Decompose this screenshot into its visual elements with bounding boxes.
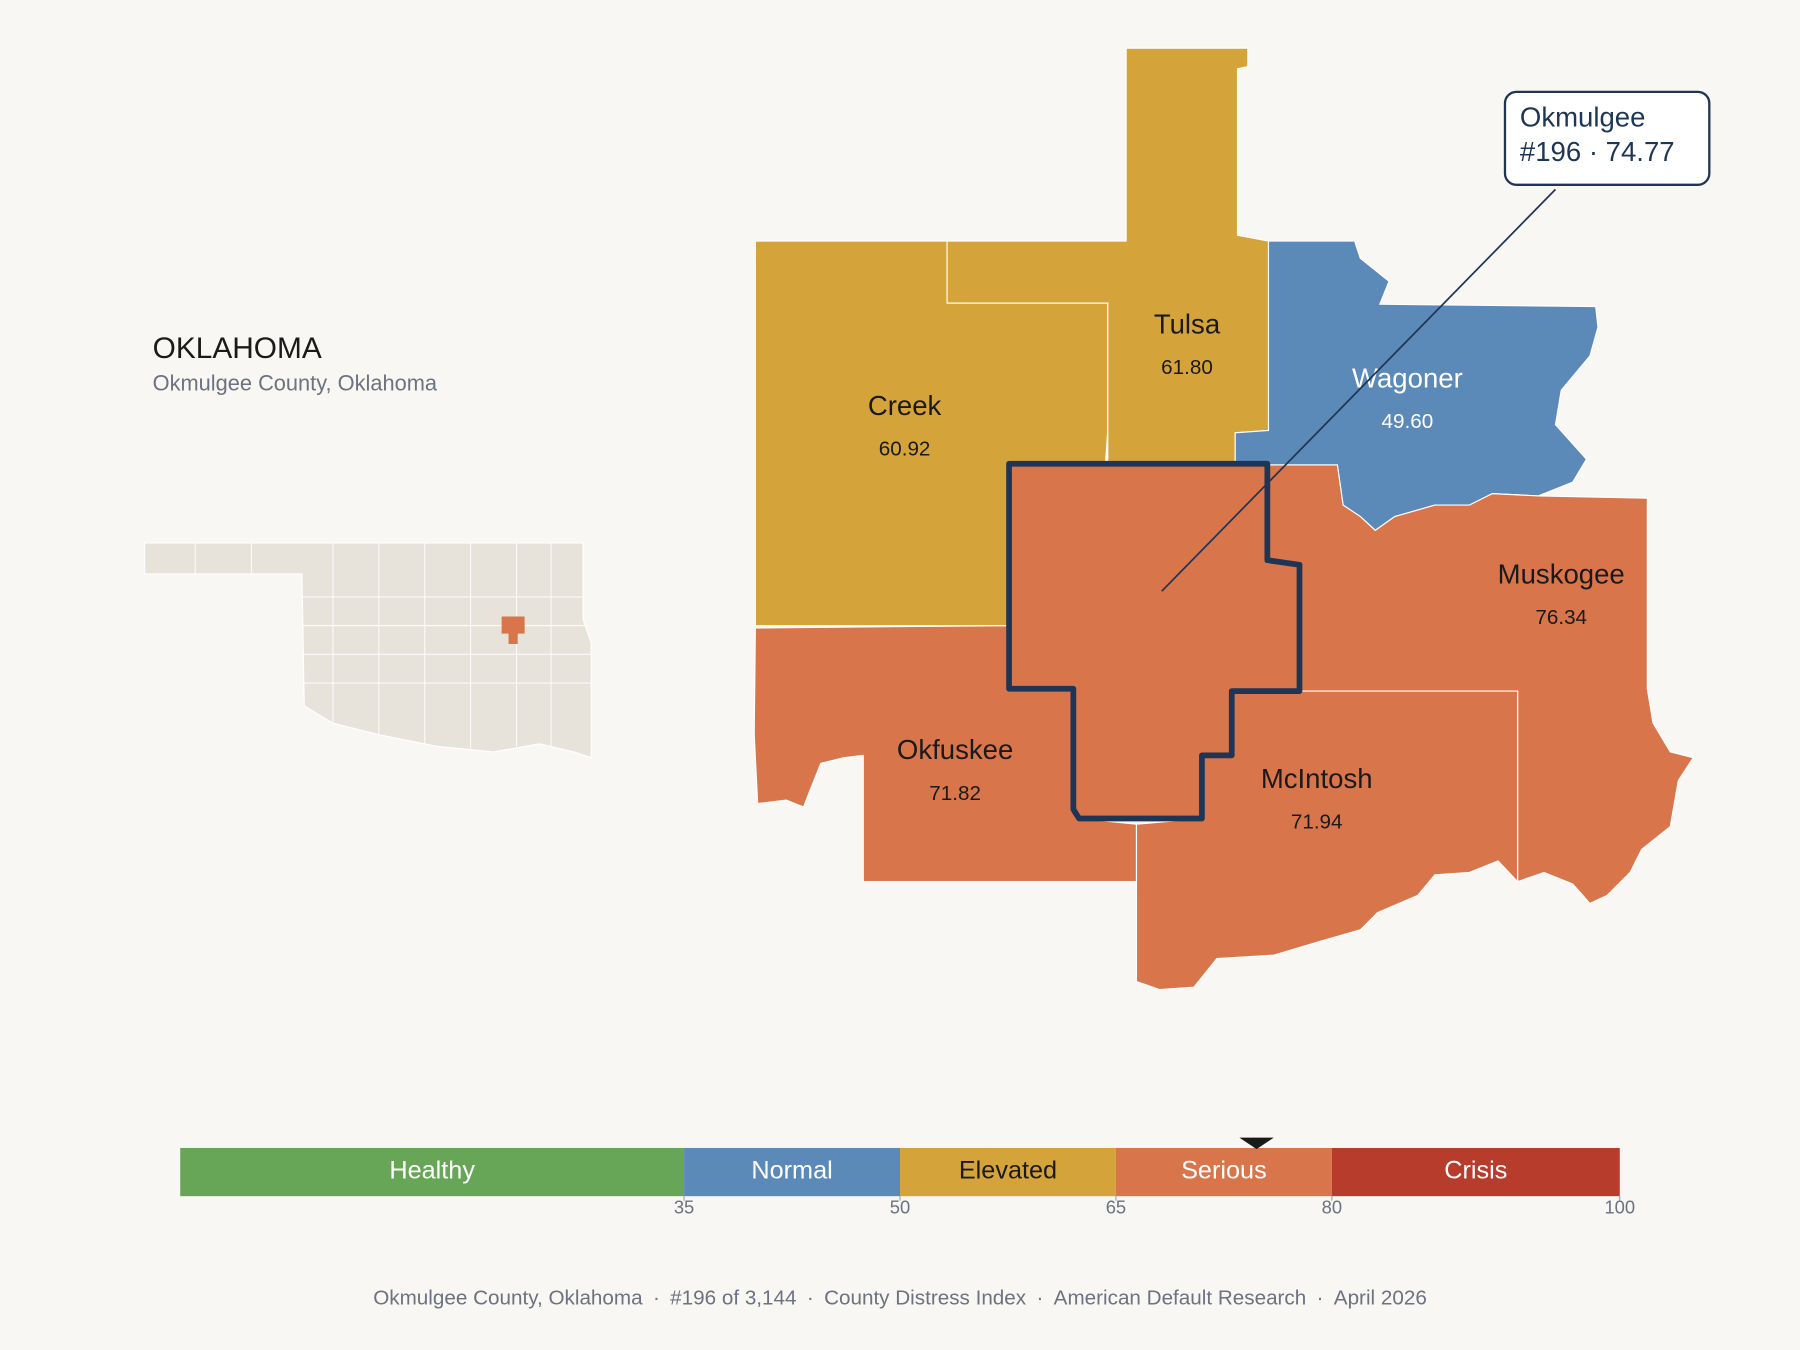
- county-score: 60.92: [879, 437, 931, 460]
- scale-tick-label: 50: [890, 1197, 910, 1218]
- footer-item: Okmulgee County, Oklahoma: [373, 1287, 643, 1310]
- scale-band-label: Healthy: [389, 1157, 475, 1185]
- scale-band-label: Normal: [751, 1157, 832, 1185]
- footer-item: American Default Research: [1054, 1287, 1307, 1310]
- footer-item: #196 of 3,144: [670, 1287, 796, 1310]
- footer-item: April 2026: [1334, 1287, 1427, 1310]
- scale-band: [900, 1147, 1116, 1197]
- state-title: OKLAHOMA: [153, 332, 322, 365]
- county-score: 61.80: [1161, 356, 1213, 379]
- county-name: Tulsa: [1154, 308, 1221, 339]
- scale-band-label: Elevated: [959, 1157, 1057, 1185]
- focus-county: [1006, 460, 1303, 822]
- footer-separator: ·: [643, 1287, 671, 1310]
- callout-leader: [1161, 188, 1557, 592]
- footer-separator: ·: [1026, 1287, 1054, 1310]
- county-name: McIntosh: [1261, 763, 1373, 794]
- footer-separator: ·: [797, 1287, 825, 1310]
- scale-band: [180, 1147, 685, 1197]
- callout-name: Okmulgee: [1520, 102, 1646, 133]
- state-shape: [144, 542, 592, 759]
- county-name: Muskogee: [1498, 559, 1625, 590]
- scale-tick-label: 35: [674, 1197, 694, 1218]
- county-score: 76.34: [1535, 606, 1587, 629]
- distress-scale: Healthy Normal Elevated Serious Crisis 35 50 65…: [180, 1137, 1635, 1218]
- county-map: Creek 60.92 Tulsa 61.80 Wagoner 49.60 Muskogee…: [753, 47, 1695, 991]
- subtitle: Okmulgee County, Oklahoma: [153, 370, 438, 395]
- county-name: Creek: [868, 390, 942, 421]
- scale-band-label: Serious: [1181, 1157, 1267, 1185]
- county-name: Wagoner: [1352, 362, 1463, 393]
- scale-tick-label: 100: [1604, 1197, 1635, 1218]
- county-score: 71.94: [1291, 811, 1343, 834]
- scale-band: [684, 1147, 900, 1197]
- inset-county-lines: [194, 542, 592, 749]
- inset-focus-county: [501, 616, 525, 645]
- footer: Okmulgee County, Oklahoma · #196 of 3,14…: [373, 1287, 1427, 1310]
- footer-separator: ·: [1306, 1287, 1334, 1310]
- county-score: 49.60: [1382, 410, 1434, 433]
- county-score: 71.82: [929, 782, 981, 805]
- state-inset: [144, 542, 592, 759]
- scale-tick-label: 65: [1106, 1197, 1126, 1218]
- scale-tick-label: 80: [1322, 1197, 1342, 1218]
- callout-score: #196 · 74.77: [1520, 136, 1675, 167]
- scale-band-label: Crisis: [1444, 1157, 1507, 1185]
- callout: Okmulgee #196 · 74.77: [1161, 90, 1711, 592]
- scale-marker: [1239, 1137, 1274, 1150]
- footer-item: County Distress Index: [824, 1287, 1027, 1310]
- county-name: Okfuskee: [897, 734, 1013, 765]
- callout-box: [1503, 90, 1711, 186]
- scale-band: [1115, 1147, 1332, 1197]
- scale-band: [1331, 1147, 1620, 1197]
